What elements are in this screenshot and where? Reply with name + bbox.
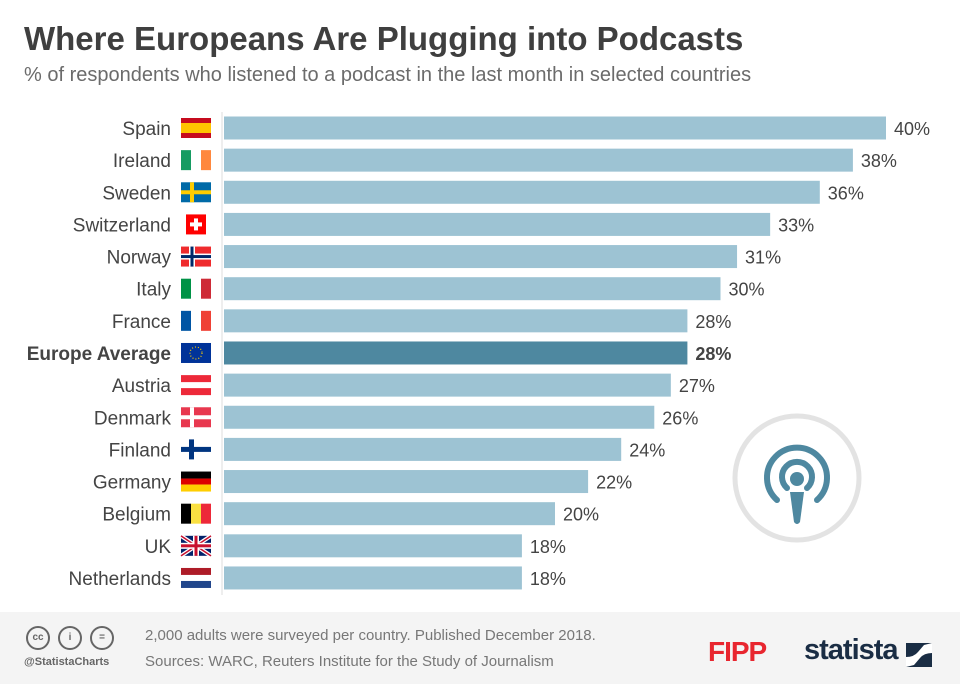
category-label: Netherlands (69, 569, 171, 590)
category-label: Austria (112, 376, 172, 397)
category-label: Spain (122, 119, 171, 140)
category-label: Denmark (94, 408, 172, 429)
switzerland-flag-icon (186, 214, 206, 235)
value-label: 28% (695, 312, 731, 332)
eu-flag-icon (181, 342, 211, 363)
category-label: Ireland (113, 151, 171, 172)
bar (224, 566, 522, 590)
survey-note: 2,000 adults were surveyed per country. … (145, 627, 596, 644)
category-label: Belgium (102, 505, 171, 526)
france-flag-icon (181, 310, 211, 331)
fipp-logo: FIPP (708, 636, 767, 667)
netherlands-flag-icon (181, 567, 211, 588)
bar (224, 212, 771, 236)
category-label: France (112, 312, 171, 333)
podcast-icon (732, 413, 862, 543)
category-label: Switzerland (73, 215, 171, 236)
value-label: 27% (679, 376, 715, 396)
bar-chart: Spain 40% Ireland 38% Sweden 36% Switzerland 33… (27, 112, 930, 595)
denmark-flag-icon (181, 407, 211, 428)
category-label: Europe Average (27, 344, 171, 365)
sources: Sources: WARC, Reuters Institute for the… (145, 653, 554, 670)
value-label: 18% (530, 569, 566, 589)
uk-flag-icon (179, 534, 213, 558)
chart-subtitle: % of respondents who listened to a podca… (24, 64, 752, 86)
austria-flag-icon (181, 375, 211, 396)
value-label: 30% (729, 280, 765, 300)
norway-flag-icon (181, 246, 211, 267)
bar (224, 180, 820, 204)
bar (224, 405, 655, 429)
value-label: 26% (662, 408, 698, 428)
cc-license-icon: cc (26, 626, 50, 650)
value-label: 36% (828, 183, 864, 203)
value-label: 22% (596, 473, 632, 493)
footer (0, 612, 960, 684)
category-label: UK (145, 537, 172, 558)
bar (224, 373, 671, 397)
germany-flag-icon (181, 471, 211, 492)
bar (224, 309, 688, 333)
bar (224, 502, 555, 526)
value-label: 18% (530, 537, 566, 557)
bar (224, 245, 738, 269)
value-label: 28% (695, 344, 731, 364)
value-label: 20% (563, 505, 599, 525)
belgium-flag-icon (181, 503, 211, 524)
bar (224, 148, 853, 172)
ireland-flag-icon (181, 150, 211, 171)
finland-flag-icon (181, 439, 211, 460)
statista-logo-icon (906, 643, 932, 667)
bar (224, 341, 688, 365)
chart-title: Where Europeans Are Plugging into Podcas… (24, 20, 744, 57)
value-label: 24% (629, 440, 665, 460)
value-label: 38% (861, 151, 897, 171)
italy-flag-icon (181, 278, 211, 299)
statista-logo: statista (804, 634, 899, 666)
value-label: 33% (778, 215, 814, 235)
statista-handle[interactable]: @StatistaCharts (24, 656, 110, 668)
bar (224, 470, 589, 494)
sweden-flag-icon (181, 182, 211, 203)
value-label: 31% (745, 248, 781, 268)
category-label: Finland (109, 440, 171, 461)
category-label: Sweden (102, 183, 171, 204)
bar (224, 437, 622, 461)
value-label: 40% (894, 119, 930, 139)
category-label: Germany (93, 473, 172, 494)
category-label: Italy (136, 280, 171, 301)
no-derivatives-icon: = (90, 626, 114, 650)
bar (224, 534, 522, 558)
attribution-icon: i (58, 626, 82, 650)
bar (224, 277, 721, 301)
category-label: Norway (107, 248, 172, 269)
bar (224, 116, 886, 140)
spain-flag-icon (181, 118, 211, 138)
